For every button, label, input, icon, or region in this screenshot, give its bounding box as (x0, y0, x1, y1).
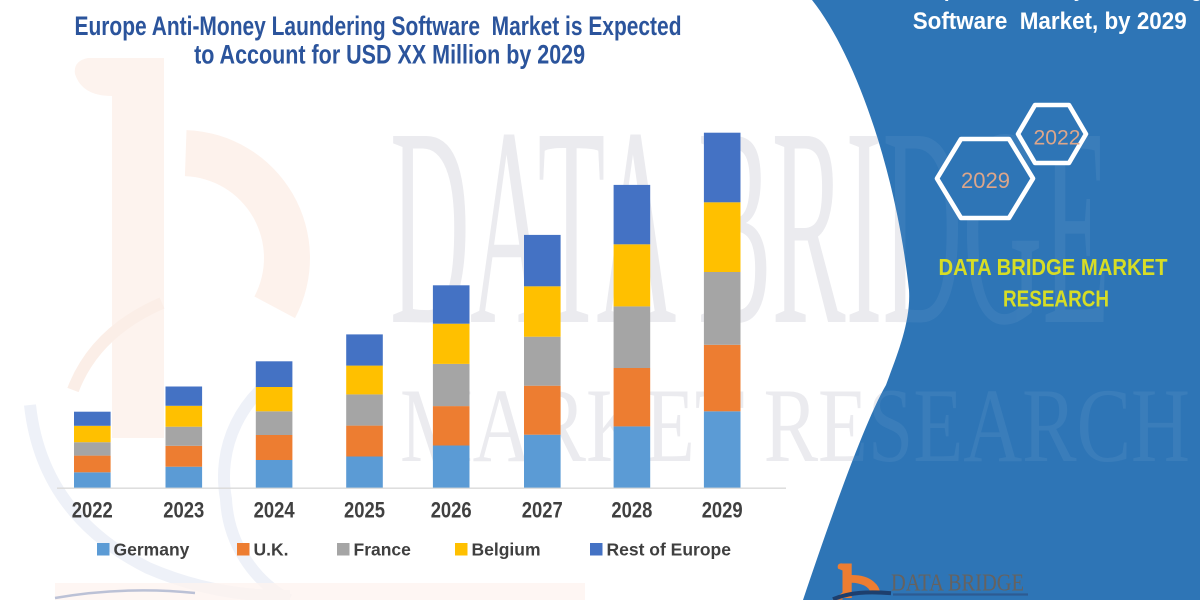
svg-text:2026: 2026 (431, 498, 472, 523)
svg-text:France: France (354, 540, 412, 560)
svg-text:2025: 2025 (344, 498, 385, 523)
svg-text:Europe Anti-Money Laundering S: Europe Anti-Money Laundering Software Ma… (45, 597, 1165, 600)
svg-text:U.K.: U.K. (254, 540, 289, 560)
svg-text:DATA BRIDGE MARKET: DATA BRIDGE MARKET (939, 254, 1169, 280)
svg-text:MARKET RESEARCH: MARKET RESEARCH (893, 597, 1053, 600)
svg-text:Europe Anti-Money Laundering: Europe Anti-Money Laundering (897, 0, 1200, 2)
svg-text:2022: 2022 (72, 498, 113, 523)
svg-text:2024: 2024 (254, 498, 296, 523)
svg-text:DATA BRIDGE: DATA BRIDGE (891, 571, 1024, 597)
svg-text:to Account for USD XX Million: to Account for USD XX Million by 2029 (194, 40, 585, 70)
svg-text:Software Market, by 2029: Software Market, by 2029 (913, 8, 1187, 35)
svg-text:Rest of Europe: Rest of Europe (607, 540, 732, 560)
svg-text:Belgium: Belgium (472, 540, 541, 560)
svg-text:2028: 2028 (611, 498, 652, 523)
svg-text:Europe Anti-Money Laundering S: Europe Anti-Money Laundering Software Ma… (75, 11, 682, 41)
svg-text:Germany: Germany (114, 540, 190, 560)
svg-text:2029: 2029 (961, 168, 1010, 193)
svg-text:2022: 2022 (1034, 127, 1081, 150)
svg-text:2027: 2027 (522, 498, 563, 523)
svg-text:2023: 2023 (163, 498, 204, 523)
svg-text:RESEARCH: RESEARCH (1003, 286, 1109, 312)
svg-text:2029: 2029 (702, 498, 743, 523)
